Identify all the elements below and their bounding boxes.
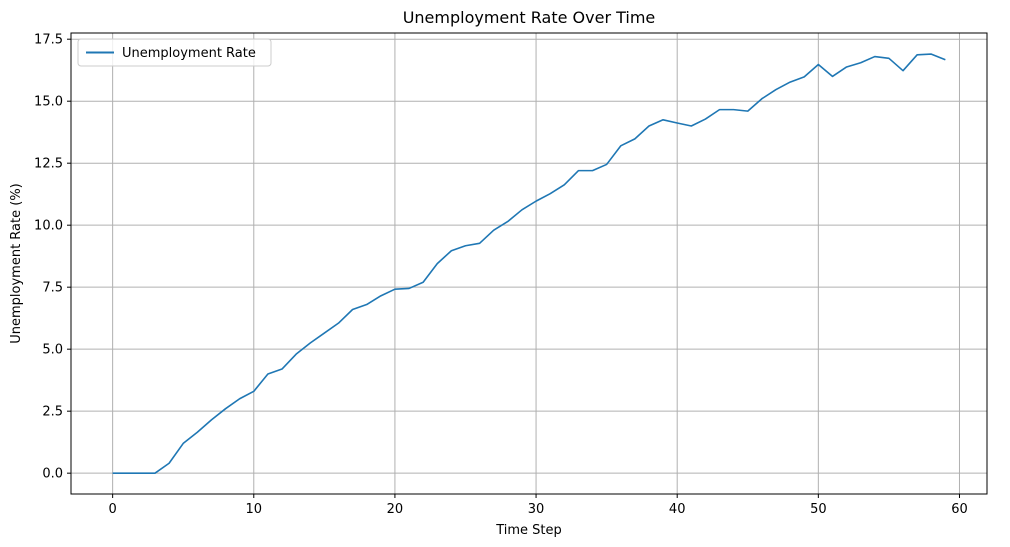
- y-tick-label: 17.5: [34, 33, 63, 48]
- chart-title: Unemployment Rate Over Time: [403, 8, 656, 27]
- y-tick-label: 12.5: [34, 157, 63, 172]
- x-tick-label: 40: [669, 502, 686, 517]
- x-tick-label: 50: [810, 502, 827, 517]
- x-tick-label: 0: [108, 502, 116, 517]
- legend-box: [77, 38, 272, 67]
- x-axis-ticks: 0 10 20 30 40 50 60: [108, 494, 968, 517]
- x-axis-label: Time Step: [495, 523, 562, 538]
- grid: [71, 33, 987, 494]
- y-tick-label: 15.0: [34, 95, 63, 110]
- x-tick-label: 30: [528, 502, 545, 517]
- y-tick-label: 0.0: [42, 467, 63, 482]
- legend: Unemployment Rate: [77, 38, 272, 67]
- plot-frame: [70, 32, 988, 495]
- y-tick-label: 7.5: [42, 281, 63, 296]
- y-tick-label: 2.5: [42, 405, 63, 420]
- series-line-unemployment-rate: [112, 53, 946, 474]
- x-tick-label: 60: [951, 502, 968, 517]
- legend-label-unemployment-rate: Unemployment Rate: [122, 46, 256, 61]
- x-tick-label: 10: [246, 502, 263, 517]
- y-tick-label: 10.0: [34, 219, 63, 234]
- y-axis-ticks: 0.0 2.5 5.0 7.5 10.0 12.5 15.0 17.5: [34, 33, 71, 482]
- y-axis-label: Unemployment Rate (%): [9, 183, 24, 344]
- series-layer: [112, 53, 946, 474]
- x-tick-label: 20: [387, 502, 404, 517]
- y-tick-label: 5.0: [42, 343, 63, 358]
